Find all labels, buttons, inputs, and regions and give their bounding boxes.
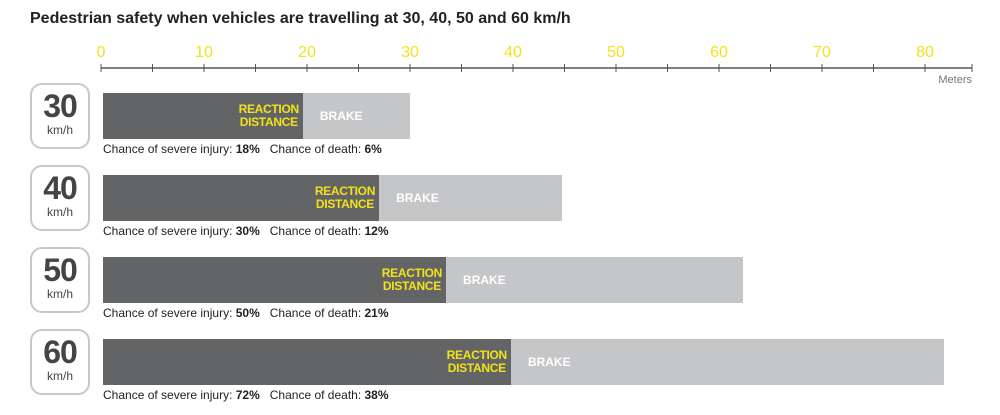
brake-label: BRAKE: [463, 273, 506, 287]
brake-bar: [302, 93, 410, 139]
reaction-label-line: DISTANCE: [382, 279, 441, 293]
axis-tick-label: 40: [504, 44, 522, 61]
reaction-label: REACTION DISTANCE: [447, 349, 511, 375]
chart-title: Pedestrian safety when vehicles are trav…: [30, 10, 571, 27]
axis-tick-label: 50: [607, 44, 625, 61]
speed-value: 60: [43, 334, 78, 370]
injury-label: Chance of severe injury:: [103, 388, 236, 402]
speed-unit: km/h: [46, 287, 73, 301]
reaction-label: REACTION DISTANCE: [239, 103, 303, 129]
injury-label: Chance of severe injury:: [103, 142, 236, 156]
reaction-bar: [103, 257, 447, 303]
injury-value: 30%: [235, 224, 260, 238]
brake-bar: [510, 339, 944, 385]
speed-sign: 40 km/h: [30, 165, 90, 231]
reaction-label-line: DISTANCE: [447, 361, 506, 375]
axis-tick-label: 70: [813, 44, 831, 61]
axis-tick-label: 30: [401, 44, 419, 61]
death-label: Chance of death:: [269, 224, 365, 238]
reaction-label: REACTION DISTANCE: [315, 185, 379, 211]
speed-sign: 60 km/h: [30, 329, 90, 395]
brake-label: BRAKE: [527, 355, 571, 369]
death-value: 12%: [364, 224, 389, 238]
axis-tick-label: 80: [916, 44, 934, 61]
death-value: 38%: [364, 388, 389, 402]
brake-label: BRAKE: [319, 109, 363, 123]
risk-stats: Chance of severe injury: 30% Chance of de…: [103, 224, 389, 238]
brake-bar: [446, 257, 743, 303]
death-label: Chance of death:: [269, 142, 365, 156]
injury-label: Chance of severe injury:: [103, 224, 236, 238]
speed-unit: km/h: [46, 123, 73, 137]
axis-tick-label: 60: [710, 44, 728, 61]
speed-unit: km/h: [46, 369, 73, 383]
reaction-bar: [103, 93, 303, 139]
speed-sign: 50 km/h: [30, 247, 90, 313]
death-label: Chance of death:: [269, 388, 365, 402]
risk-stats: Chance of severe injury: 18% Chance of de…: [103, 142, 382, 156]
distance-axis: 0 10 20 30 40 50 60 70 80 Meters: [97, 44, 973, 86]
axis-tick-label: 20: [298, 44, 316, 61]
axis-tick-label: 10: [195, 44, 213, 61]
reaction-label-line: REACTION: [446, 348, 508, 362]
injury-label: Chance of severe injury:: [103, 306, 236, 320]
reaction-bar: [103, 175, 380, 221]
risk-stats: Chance of severe injury: 50% Chance of de…: [103, 306, 389, 320]
injury-value: 72%: [235, 388, 260, 402]
injury-value: 18%: [235, 142, 260, 156]
reaction-label-line: REACTION: [381, 266, 443, 280]
brake-bar: [379, 175, 563, 221]
reaction-label-line: REACTION: [238, 102, 300, 116]
speed-sign: 30 km/h: [30, 83, 90, 149]
axis-tick-label: 0: [97, 44, 106, 61]
speed-unit: km/h: [46, 205, 73, 219]
axis-unit-label: Meters: [938, 74, 972, 86]
death-value: 6%: [364, 142, 382, 156]
death-value: 21%: [364, 306, 389, 320]
speed-value: 50: [43, 252, 78, 288]
risk-stats: Chance of severe injury: 72% Chance of de…: [103, 388, 389, 402]
brake-label: BRAKE: [396, 191, 439, 205]
speed-value: 30: [43, 88, 78, 124]
injury-value: 50%: [235, 306, 260, 320]
reaction-label-line: REACTION: [314, 184, 376, 198]
reaction-bar: [103, 339, 511, 385]
death-label: Chance of death:: [269, 306, 365, 320]
reaction-label-line: DISTANCE: [315, 197, 374, 211]
speed-value: 40: [43, 170, 78, 206]
reaction-label: REACTION DISTANCE: [382, 267, 446, 293]
reaction-label-line: DISTANCE: [239, 115, 298, 129]
